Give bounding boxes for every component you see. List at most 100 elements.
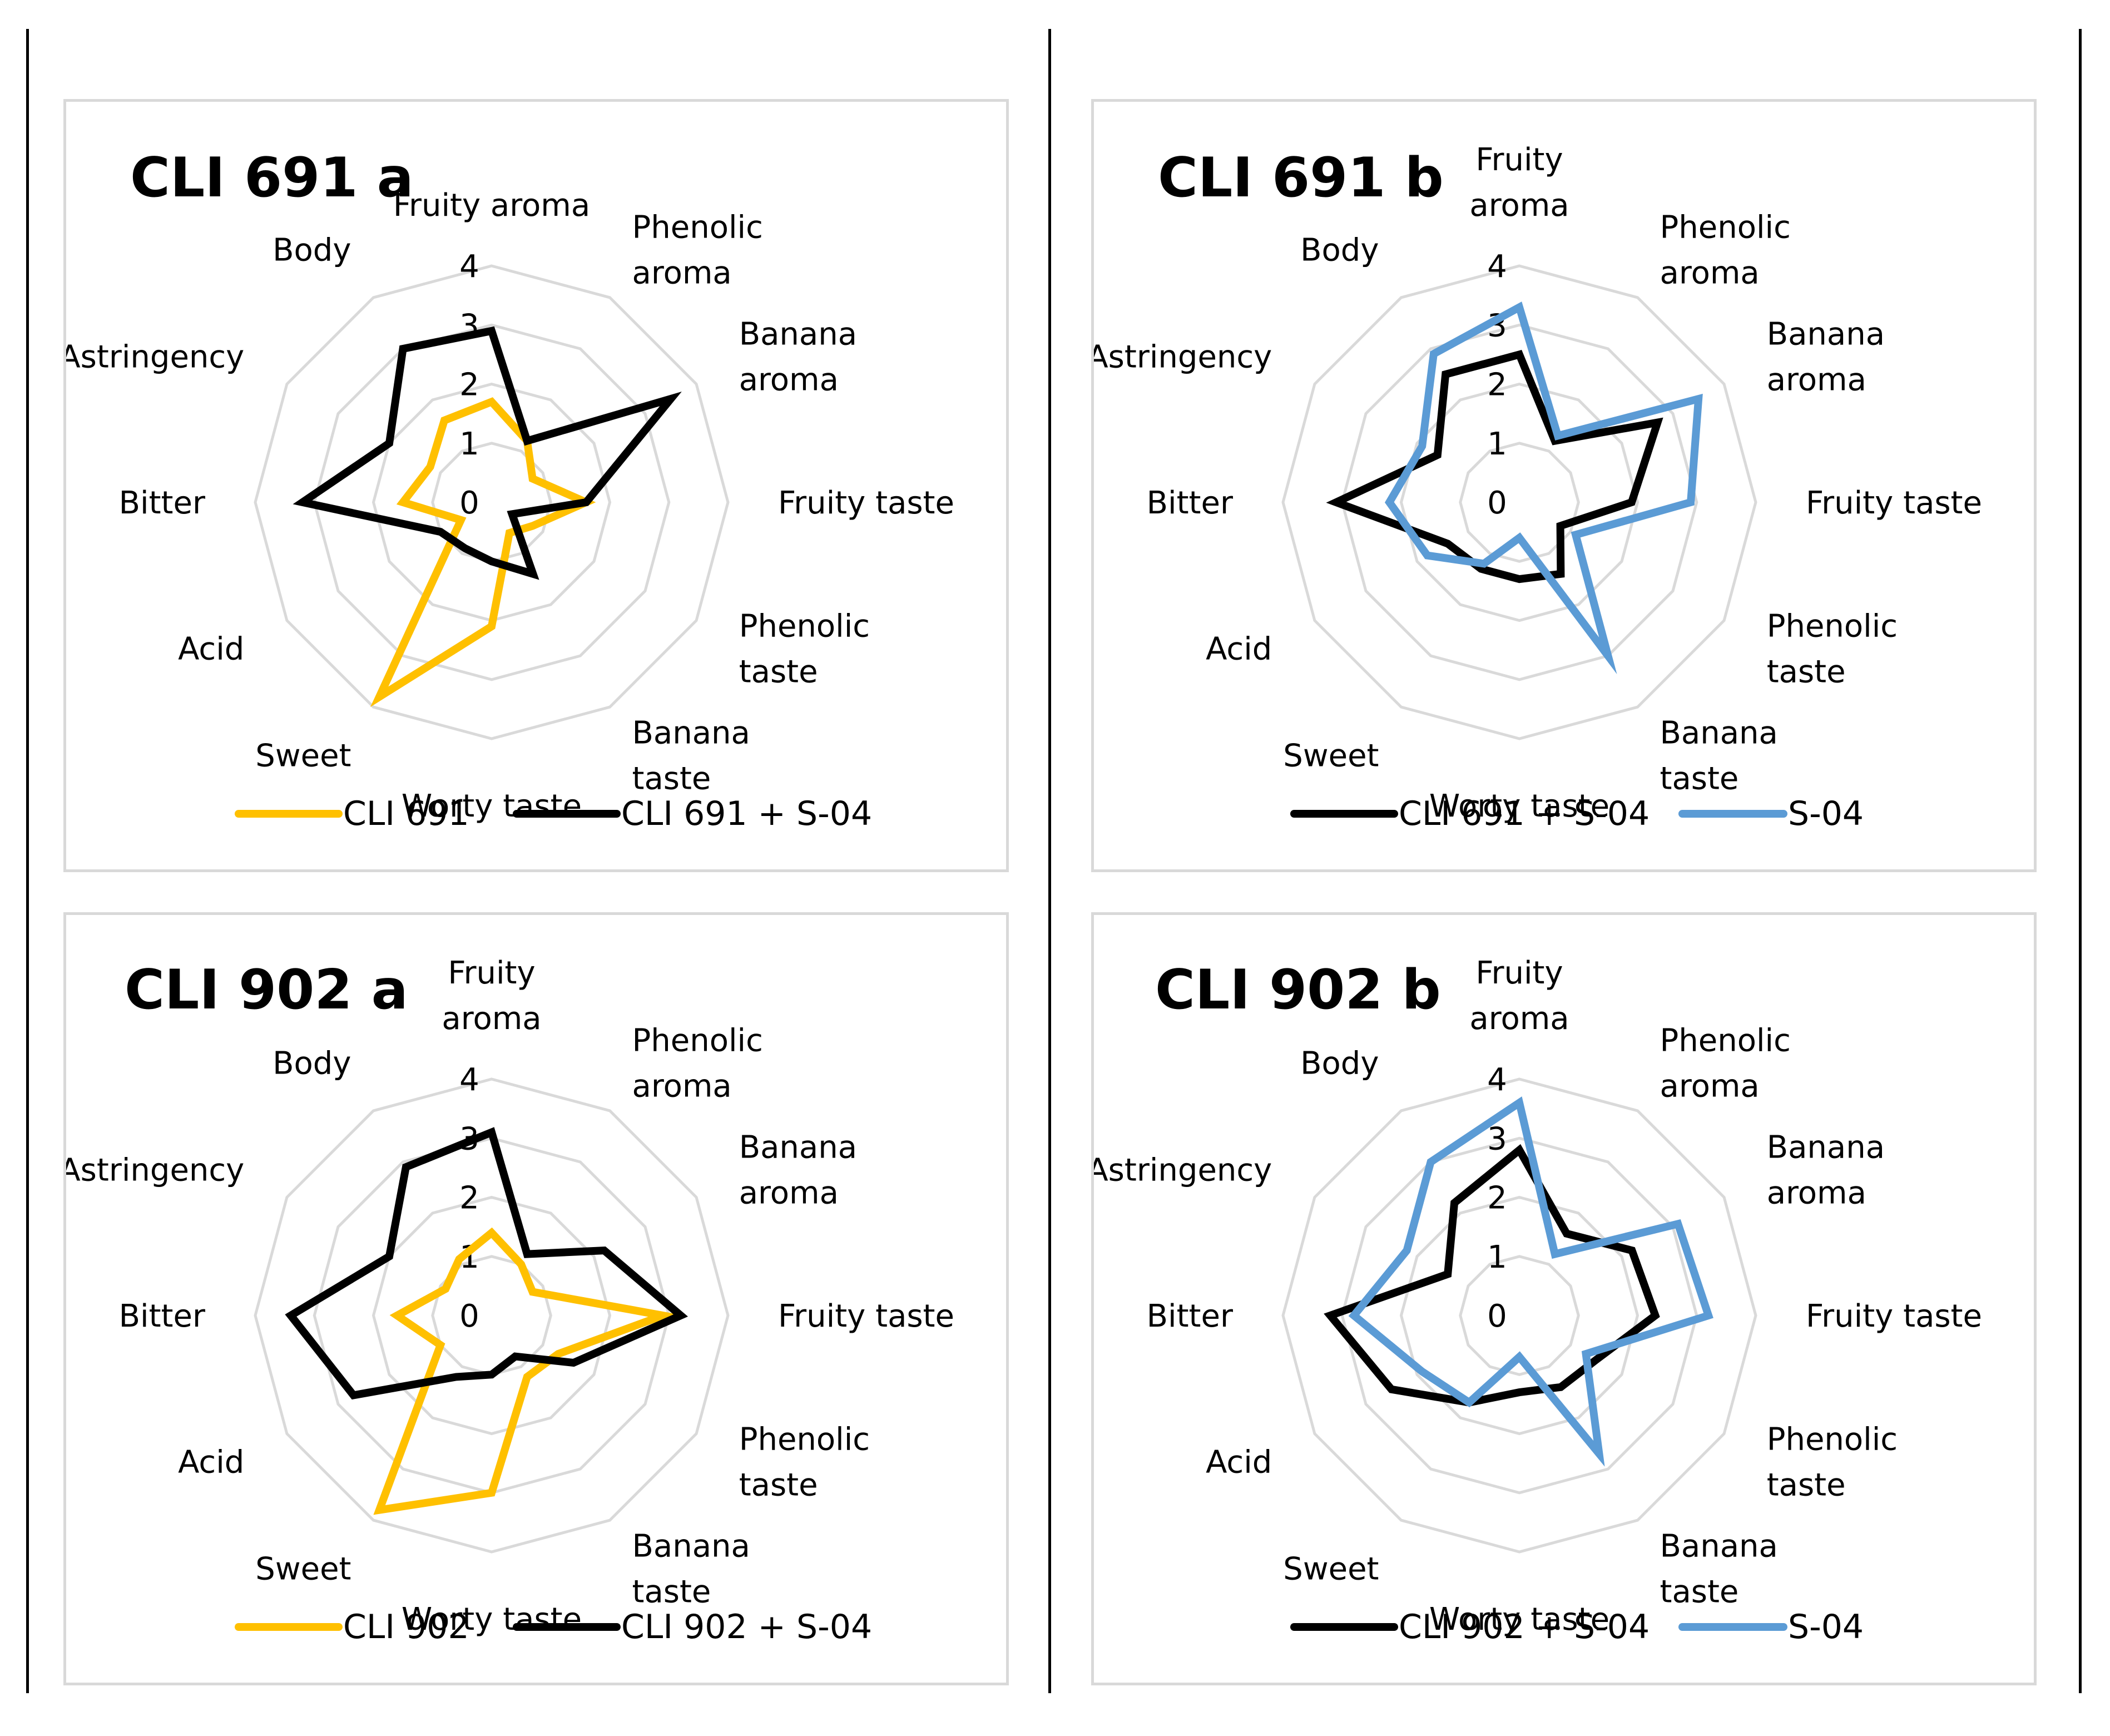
axis-label: Acid	[1206, 631, 1272, 667]
axis-label: Body	[1300, 232, 1379, 268]
radial-tick-label: 3	[1487, 1121, 1507, 1157]
axis-label: Worty taste	[402, 1601, 582, 1638]
chart-panel-cli691a: 0 1 2 3 4 Fruity aroma Phenolic aroma Banana arom…	[63, 99, 1009, 872]
chart-panel-cli902b: 0 1 2 3 4 Fruity aroma Phenolic aroma Banana aroma…	[1091, 912, 2037, 1685]
radar-gridline-4	[254, 1077, 730, 1554]
axis-label: Bitter	[119, 1298, 206, 1334]
radar-gridline-3	[1340, 1136, 1698, 1495]
axis-label: Banana taste	[1660, 715, 1778, 797]
radial-tick-label: 4	[1487, 1062, 1507, 1098]
radar-chart-cli902b: 0 1 2 3 4 Fruity aroma Phenolic aroma Banana aroma…	[1094, 955, 1982, 1646]
legend-label: CLI 691 + S-04	[1399, 794, 1650, 833]
axis-label: Fruity aroma	[1469, 142, 1569, 224]
axis-label: Astringency	[1094, 1153, 1272, 1189]
axis-label: Sweet	[1283, 738, 1379, 774]
radial-tick-label: 4	[459, 1062, 479, 1098]
series-line-1	[373, 1227, 678, 1515]
axis-label: Acid	[1206, 1445, 1272, 1481]
axis-label: Worty taste	[402, 788, 582, 824]
series-line-1	[370, 397, 596, 708]
axis-label: Bitter	[119, 485, 206, 521]
axis-label: Worty taste	[1429, 1601, 1609, 1638]
axis-label: Phenolic taste	[739, 609, 870, 690]
axis-label: Sweet	[255, 1551, 351, 1587]
axis-label: Banana aroma	[739, 1130, 857, 1211]
radial-tick-label: 4	[1487, 249, 1507, 285]
radar-gridline-4	[1281, 1077, 1757, 1554]
axis-label: Phenolic taste	[1767, 609, 1898, 690]
axis-label: Phenolic aroma	[1660, 209, 1791, 291]
legend-label: CLI 902 + S-04	[621, 1608, 872, 1646]
series-line-2	[285, 1127, 689, 1400]
legend-label: CLI 691 + S-04	[621, 794, 872, 833]
axis-label: Banana taste	[1660, 1529, 1778, 1610]
divider-right	[2079, 29, 2082, 1693]
axis-label: Astringency	[1094, 339, 1272, 375]
radial-tick-label: 1	[1487, 1239, 1507, 1275]
legend-label: CLI 691	[343, 794, 469, 833]
series-line-2	[1348, 1096, 1713, 1467]
chart-title: CLI 902 b	[1155, 958, 1441, 1022]
axis-label: Astringency	[66, 339, 244, 375]
axis-label: Body	[1300, 1045, 1379, 1081]
axis-label: Astringency	[66, 1153, 244, 1189]
radar-gridline-4	[1281, 264, 1757, 740]
axis-label: Banana aroma	[739, 316, 857, 398]
axis-label: Sweet	[255, 738, 351, 774]
axis-label: Body	[273, 232, 351, 268]
axis-label: Phenolic aroma	[1660, 1022, 1791, 1104]
axis-label: Sweet	[1283, 1551, 1379, 1587]
radial-tick-label: 1	[1487, 426, 1507, 462]
legend-label: S-04	[1788, 794, 1864, 833]
radar-gridline-2	[1399, 1195, 1640, 1436]
axis-label: Phenolic aroma	[632, 209, 763, 291]
radial-tick-label: 0	[1487, 1298, 1507, 1334]
series-line-2	[293, 326, 682, 580]
axis-label: Bitter	[1147, 1298, 1234, 1334]
series-line-1	[1326, 350, 1663, 583]
legend-label: CLI 902 + S-04	[1399, 1608, 1650, 1646]
chart-title: CLI 691 a	[130, 146, 414, 210]
chart-panel-cli902a: 0 1 2 3 4 Fruity aroma Phenolic aroma Banana aroma…	[63, 912, 1009, 1685]
radial-tick-label: 2	[1487, 1180, 1507, 1216]
divider-middle	[1048, 29, 1051, 1693]
axis-label: Fruity aroma	[442, 955, 541, 1037]
axis-label: Banana taste	[632, 1529, 750, 1610]
radar-gridline-3	[313, 1136, 671, 1495]
axis-label: Fruity taste	[1806, 485, 1982, 521]
radar-gridline-3	[1340, 323, 1698, 681]
axis-label: Fruity aroma	[1469, 955, 1569, 1037]
axis-label: Phenolic taste	[739, 1422, 870, 1503]
axis-label: Body	[273, 1045, 351, 1081]
chart-title: CLI 691 b	[1158, 146, 1444, 210]
radial-tick-label: 2	[459, 1180, 479, 1216]
axis-label: Fruity taste	[1806, 1298, 1982, 1334]
radial-tick-label: 1	[459, 426, 479, 462]
radial-tick-label: 0	[459, 485, 479, 521]
chart-panel-cli691b: 0 1 2 3 4 Fruity aroma Phenolic aroma Banana aroma…	[1091, 99, 2037, 872]
axis-label: Banana aroma	[1767, 1130, 1885, 1211]
radar-gridline-4	[254, 264, 730, 740]
axis-label: Acid	[178, 1445, 244, 1481]
axis-label: Banana aroma	[1767, 316, 1885, 398]
axis-label: Phenolic aroma	[632, 1022, 763, 1104]
divider-left	[26, 29, 29, 1693]
radial-tick-label: 4	[459, 249, 479, 285]
legend-label: S-04	[1788, 1608, 1864, 1646]
axis-label: Bitter	[1147, 485, 1234, 521]
radar-gridline-1	[1459, 1255, 1580, 1376]
axis-label: Acid	[178, 631, 244, 667]
axis-label: Fruity aroma	[393, 187, 590, 224]
axis-label: Phenolic taste	[1767, 1422, 1898, 1503]
radial-tick-label: 2	[459, 367, 479, 403]
radar-gridline-1	[1459, 442, 1580, 563]
series-line-1	[1324, 1144, 1660, 1407]
chart-title: CLI 902 a	[125, 958, 408, 1022]
axis-label: Banana taste	[632, 715, 750, 797]
axis-label: Fruity taste	[778, 1298, 954, 1334]
legend-label: CLI 902	[343, 1608, 469, 1646]
radial-tick-label: 2	[1487, 367, 1507, 403]
